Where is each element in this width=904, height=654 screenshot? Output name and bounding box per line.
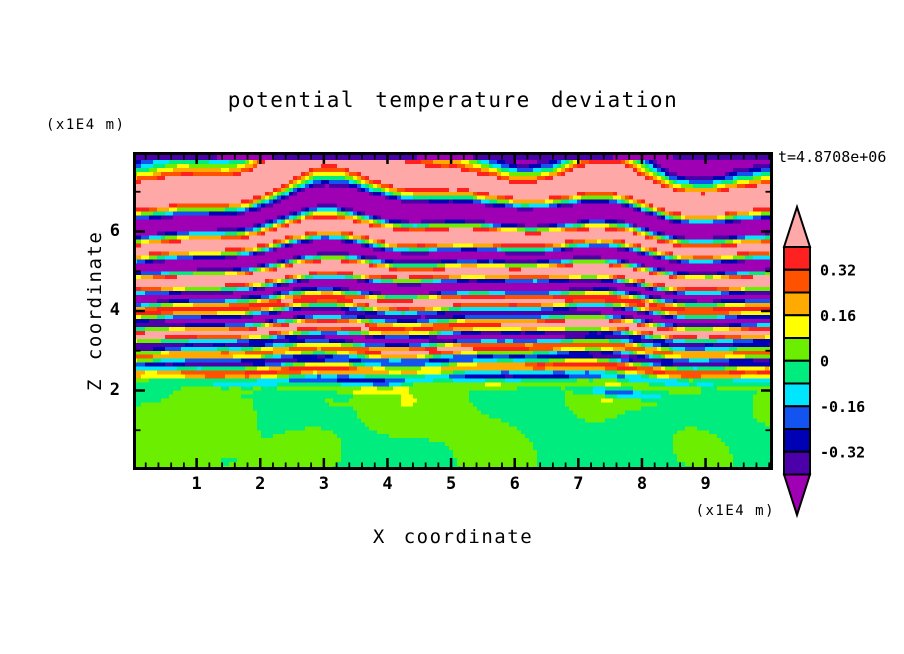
y-tick-label: 4 xyxy=(109,300,120,320)
colorbar-arrow-top xyxy=(782,203,812,248)
colorbar-label: 0.16 xyxy=(820,307,856,325)
colorbar-label: 0.32 xyxy=(820,261,856,279)
y-axis-title: Z coordinate xyxy=(84,230,106,392)
y-tick-label: 2 xyxy=(109,379,120,400)
x-tick-label: 2 xyxy=(255,474,266,494)
colorbar-label: -0.16 xyxy=(820,398,865,416)
plot-area xyxy=(133,152,773,470)
colorbar-label: 0 xyxy=(820,352,829,370)
x-tick-label: 1 xyxy=(191,474,202,494)
time-annotation: t=4.8708e+06 xyxy=(778,148,887,166)
x-tick-label: 8 xyxy=(636,474,648,494)
colorbar-segment xyxy=(783,291,811,317)
colorbar-segment xyxy=(783,382,811,408)
colorbar-segment xyxy=(783,405,811,430)
colorbar-label: -0.32 xyxy=(820,443,865,461)
x-axis-unit-label: (x1E4 m) xyxy=(695,503,775,519)
colorbar-segment xyxy=(783,359,811,385)
x-tick-label: 3 xyxy=(318,474,329,494)
colorbar-segment xyxy=(783,314,811,339)
plot-frame-and-ticks xyxy=(133,152,773,470)
plot-frame xyxy=(133,152,773,470)
x-tick-label: 4 xyxy=(382,474,393,494)
y-tick-label: 6 xyxy=(109,220,120,241)
colorbar-segment xyxy=(783,268,811,294)
colorbar: 0.32 0.16 0 -0.16 -0.32 xyxy=(782,203,865,519)
colorbar-segment xyxy=(783,337,811,362)
colorbar-segment xyxy=(783,246,811,271)
colorbar-segment xyxy=(783,428,811,453)
temperature-field-heatmap xyxy=(133,152,773,470)
colorbar-arrow-bottom xyxy=(782,473,812,519)
y-axis-unit-label: (x1E4 m) xyxy=(46,117,126,133)
x-tick-label: 7 xyxy=(573,474,584,494)
chart-title: potential temperature deviation xyxy=(227,88,679,112)
colorbar-segment xyxy=(783,450,811,476)
x-axis-title: X coordinate xyxy=(372,526,534,548)
x-tick-label: 5 xyxy=(445,474,457,494)
x-tick-label: 6 xyxy=(509,474,520,494)
x-tick-label: 9 xyxy=(700,474,711,494)
